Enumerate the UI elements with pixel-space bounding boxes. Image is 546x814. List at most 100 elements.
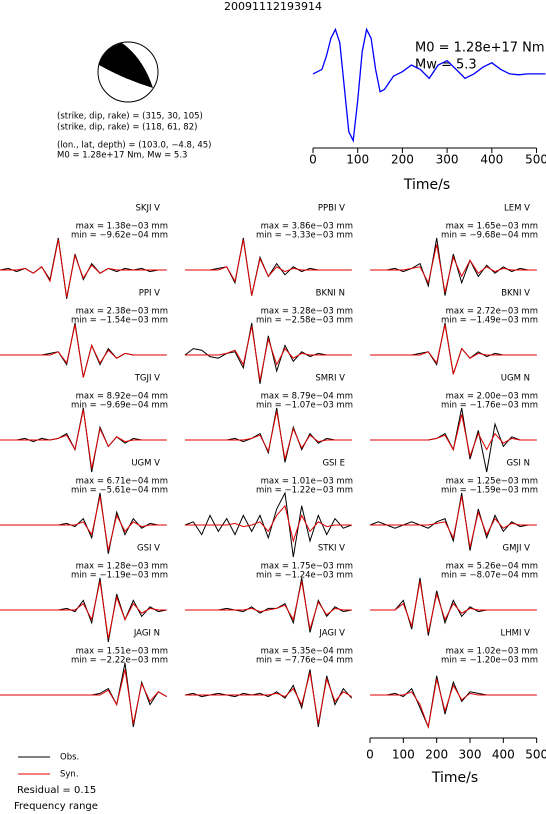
min-label: min = −1.54e−03 mm — [71, 316, 168, 326]
max-label: max = 8.79e−04 mm — [261, 392, 353, 402]
x-tick-label: 400 — [480, 153, 503, 167]
min-label: min = −2.58e−03 mm — [256, 316, 353, 326]
station-label: BKNI N — [316, 289, 345, 299]
station-label: GMJI V — [503, 544, 531, 554]
observed-trace — [369, 492, 537, 551]
x-tick-label: 300 — [459, 748, 482, 762]
max-label: max = 1.28e−03 mm — [76, 562, 168, 572]
synthetic-trace — [370, 324, 537, 375]
synthetic-trace — [185, 326, 352, 381]
min-label: min = −9.68e−04 mm — [441, 231, 538, 241]
station-label: JAGI N — [133, 629, 160, 639]
min-label: min = −5.61e−04 mm — [71, 486, 168, 496]
synthetic-trace — [0, 496, 167, 551]
station-label: TGJI V — [134, 374, 160, 384]
x-axis-title: Time/s — [403, 177, 450, 193]
station-label: UGM V — [131, 459, 160, 469]
max-label: max = 2.00e−03 mm — [446, 392, 538, 402]
legend-label: Syn. — [60, 770, 79, 780]
max-label: max = 1.38e−03 mm — [76, 222, 168, 232]
x-tick-label: 500 — [525, 153, 546, 167]
title: 20091112193914 — [224, 0, 322, 13]
residual: Residual = 0.15 — [17, 785, 96, 796]
mechanism-line: (strike, dip, rake) = (118, 61, 82) — [57, 123, 197, 133]
max-label: max = 1.02e−03 mm — [446, 647, 538, 657]
min-label: min = −1.59e−03 mm — [441, 486, 538, 496]
x-tick-label: 200 — [425, 748, 448, 762]
min-label: min = −1.24e−03 mm — [256, 571, 353, 581]
station-label: STKI V — [318, 544, 345, 554]
synthetic-trace — [0, 409, 167, 469]
observed-trace — [184, 322, 352, 384]
max-label: max = 1.65e−03 mm — [446, 222, 538, 232]
synthetic-trace — [185, 672, 352, 724]
x-tick-label: 0 — [366, 748, 374, 762]
min-label: min = −2.22e−03 mm — [71, 656, 168, 666]
x-tick-label: 300 — [436, 153, 459, 167]
max-label: max = 1.75e−03 mm — [261, 562, 353, 572]
source-time-function — [312, 27, 546, 143]
min-label: min = −9.62e−04 mm — [71, 231, 168, 241]
max-label: max = 1.25e−03 mm — [446, 477, 538, 487]
observed-trace — [0, 407, 167, 473]
min-label: min = −1.76e−03 mm — [441, 401, 538, 411]
observed-trace — [370, 577, 537, 636]
observed-trace — [185, 407, 352, 463]
synthetic-trace — [370, 244, 537, 293]
synthetic-trace — [185, 581, 352, 630]
observed-trace — [370, 237, 537, 296]
mechanism-line: (lon., lat, depth) = (103.0, −4.8, 45) — [57, 141, 212, 151]
max-label: max = 3.86e−03 mm — [261, 222, 353, 232]
x-axis-title: Time/s — [431, 770, 478, 786]
observed-trace — [370, 675, 537, 729]
synthetic-trace — [185, 504, 352, 543]
station-label: LEM V — [504, 204, 530, 214]
observed-trace — [184, 491, 352, 558]
max-label: max = 2.38e−03 mm — [76, 307, 168, 317]
synthetic-trace — [370, 678, 537, 729]
station-label: PPI V — [139, 289, 160, 299]
synthetic-trace — [0, 669, 167, 724]
observed-trace — [370, 322, 537, 375]
station-label: GSI E — [322, 459, 345, 469]
x-tick-label: 0 — [309, 153, 317, 167]
x-tick-label: 400 — [492, 748, 515, 762]
observed-trace — [185, 237, 352, 296]
synthetic-trace — [0, 239, 167, 298]
station-label: SMRI V — [315, 374, 345, 384]
x-tick-label: 100 — [392, 748, 415, 762]
min-label: min = −1.22e−03 mm — [256, 486, 353, 496]
synthetic-trace — [370, 414, 537, 458]
mechanism-line: (strike, dip, rake) = (315, 30, 105) — [57, 112, 203, 122]
x-tick-label: 500 — [525, 748, 546, 762]
min-label: min = −1.49e−03 mm — [441, 316, 538, 326]
note: Frequency range — [14, 801, 98, 812]
max-label: max = 5.35e−04 mm — [261, 647, 353, 657]
station-label: JAGI V — [318, 629, 345, 639]
station-label: SKJI V — [136, 204, 161, 214]
max-label: max = 1.01e−03 mm — [261, 477, 353, 487]
station-label: UGM N — [501, 374, 530, 384]
synthetic-trace — [370, 581, 537, 633]
legend-label: Obs. — [60, 753, 79, 763]
min-label: min = −9.69e−04 mm — [71, 401, 168, 411]
observed-trace — [185, 577, 352, 633]
station-label: LHMI V — [501, 629, 531, 639]
station-label: GSI N — [506, 459, 530, 469]
min-label: min = −3.33e−03 mm — [256, 231, 353, 241]
max-label: max = 3.28e−03 mm — [261, 307, 353, 317]
max-label: max = 1.51e−03 mm — [76, 647, 168, 657]
synthetic-trace — [185, 239, 352, 296]
annotation: M0 = 1.28e+17 Nm — [415, 41, 545, 56]
synthetic-trace — [0, 324, 167, 378]
synthetic-trace — [370, 496, 537, 548]
min-label: min = −8.07e−04 mm — [441, 571, 538, 581]
x-tick-label: 200 — [391, 153, 414, 167]
min-label: min = −1.07e−03 mm — [256, 401, 353, 411]
min-label: min = −1.20e−03 mm — [441, 656, 538, 666]
max-label: max = 5.26e−04 mm — [446, 562, 538, 572]
max-label: max = 8.92e−04 mm — [76, 392, 168, 402]
station-label: PPBI V — [318, 204, 345, 214]
annotation: Mw = 5.3 — [415, 58, 477, 73]
observed-trace — [0, 322, 167, 378]
